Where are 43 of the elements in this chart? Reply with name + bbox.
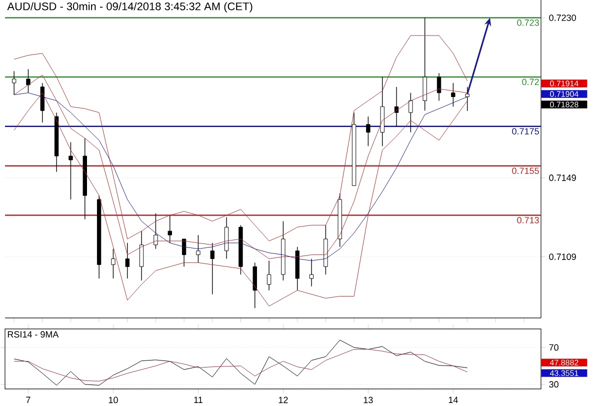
candlestick bbox=[210, 242, 214, 295]
candlestick bbox=[436, 72, 442, 102]
y-tick-label: 0.7149 bbox=[549, 174, 576, 181]
x-tick-label: 10 bbox=[108, 396, 118, 404]
candlestick bbox=[266, 260, 272, 291]
text: 43.3551 bbox=[550, 370, 578, 376]
candlestick bbox=[422, 17, 427, 111]
candlestick bbox=[12, 70, 16, 96]
candlestick bbox=[451, 82, 456, 107]
line-series bbox=[14, 340, 468, 386]
candlestick bbox=[309, 258, 314, 287]
chart-title: AUD/USD - 30min - 09/14/2018 3:45:32 AM (CET) bbox=[7, 2, 252, 12]
ref-line-label: 0.713 bbox=[517, 216, 539, 224]
candlestick bbox=[366, 116, 370, 146]
candlestick bbox=[125, 242, 130, 279]
candlestick bbox=[68, 142, 73, 200]
text: 0.71914 bbox=[550, 80, 578, 86]
candlestick bbox=[111, 248, 116, 279]
candlestick bbox=[40, 82, 44, 123]
y-tick-label: 0.7109 bbox=[549, 254, 576, 260]
candlestick bbox=[252, 262, 257, 308]
ref-line-label: 0.7175 bbox=[512, 128, 539, 134]
candlestick bbox=[408, 92, 413, 133]
y-tick-label: 70 bbox=[549, 344, 558, 351]
candlestick bbox=[26, 68, 30, 94]
x-tick-label: 7 bbox=[26, 396, 30, 403]
ref-line-label: 0.7155 bbox=[512, 168, 539, 174]
candlestick bbox=[168, 214, 172, 244]
y-tick-label: 0.7230 bbox=[549, 14, 576, 21]
y-tick-label: 30 bbox=[549, 381, 558, 388]
chart-title: RSI14 - 9MA bbox=[8, 331, 59, 338]
candlestick bbox=[139, 230, 144, 281]
candlestick bbox=[154, 212, 158, 250]
text: 0.71904 bbox=[550, 91, 578, 97]
text: 47.8882 bbox=[550, 360, 578, 366]
candlestick bbox=[196, 234, 200, 264]
ref-line-label: 0.72 bbox=[522, 78, 539, 86]
text: 0.71828 bbox=[550, 102, 578, 108]
x-tick-label: 12 bbox=[278, 396, 288, 404]
x-tick-label: 13 bbox=[364, 396, 373, 404]
x-tick-label: 14 bbox=[448, 396, 458, 403]
x-tick-label: 11 bbox=[194, 396, 202, 403]
ref-line-label: 0.723 bbox=[517, 19, 539, 26]
